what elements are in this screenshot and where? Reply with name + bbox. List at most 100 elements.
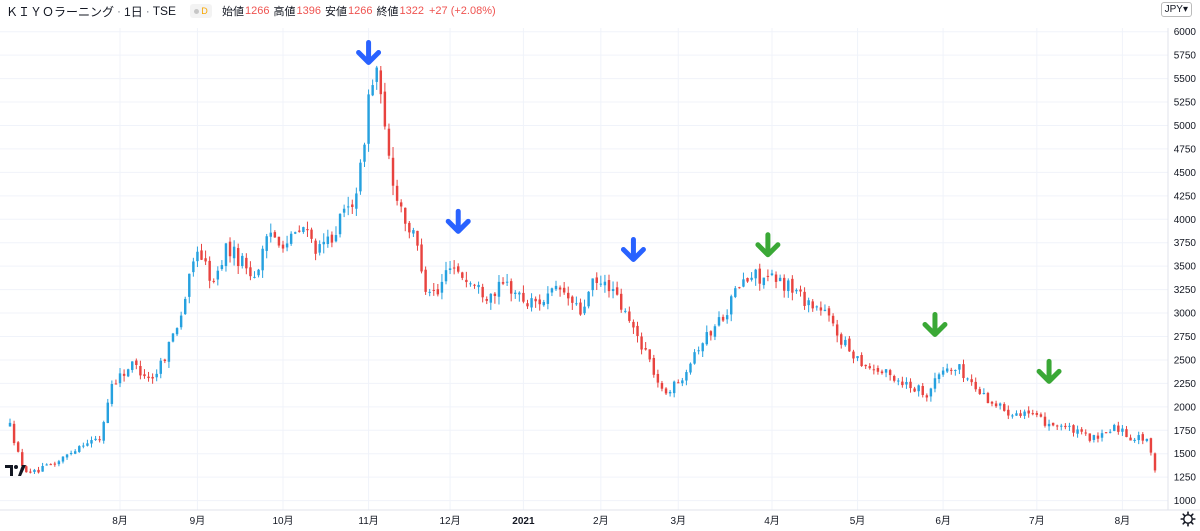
candle <box>167 341 171 368</box>
candle <box>1108 429 1112 434</box>
close-label: 終値 <box>376 6 399 18</box>
candle <box>721 314 725 322</box>
chevron-down-icon: ▾ <box>1182 4 1188 15</box>
candle <box>652 354 656 378</box>
candle <box>1133 437 1136 443</box>
candle <box>677 379 680 384</box>
low-value: 1266 <box>348 5 373 17</box>
candle <box>1072 424 1075 437</box>
candle <box>966 377 969 382</box>
candle <box>257 268 260 278</box>
candle <box>587 291 590 309</box>
candle <box>656 369 660 388</box>
candle <box>277 236 281 248</box>
candle <box>179 311 183 330</box>
candle <box>1141 432 1144 445</box>
candle <box>420 238 423 274</box>
candle <box>546 286 550 310</box>
candle <box>1043 412 1047 428</box>
price-tick-label: 2250 <box>1174 379 1197 390</box>
candle <box>567 286 570 306</box>
green-arrow-down-icon <box>755 232 781 258</box>
candle <box>933 372 937 393</box>
candle <box>860 352 863 367</box>
candle <box>359 159 362 195</box>
candle <box>994 400 998 408</box>
candle <box>1096 432 1100 443</box>
candle <box>171 332 175 343</box>
candle <box>974 377 977 392</box>
candle <box>1121 425 1124 436</box>
candle <box>326 229 330 248</box>
candle <box>954 369 957 376</box>
price-axis[interactable]: 1000 1250 1500 1750 2000 2250 2500 2750 3000 3250… <box>1174 27 1197 507</box>
price-tick-label: 5500 <box>1174 74 1197 85</box>
candle <box>241 253 244 269</box>
candle <box>371 79 374 97</box>
candle <box>624 308 627 314</box>
candle <box>970 374 973 386</box>
candle <box>685 369 688 386</box>
interval-label[interactable]: 1日 <box>124 4 143 19</box>
candles <box>8 65 1157 474</box>
candle <box>734 285 737 299</box>
candle <box>485 296 488 305</box>
candle <box>1125 426 1128 438</box>
candle <box>660 380 664 392</box>
candle <box>314 238 317 261</box>
candle <box>811 299 814 312</box>
candle <box>990 400 994 407</box>
candle <box>709 330 713 341</box>
candle <box>664 387 668 396</box>
candle <box>469 281 472 287</box>
blue-arrow-down-icon <box>620 236 646 262</box>
price-tick-label: 2750 <box>1174 332 1197 343</box>
candle <box>901 376 904 388</box>
candle <box>281 240 285 253</box>
candle <box>501 277 505 286</box>
tradingview-logo-icon[interactable] <box>5 463 27 477</box>
candle <box>1031 409 1034 416</box>
candle <box>844 336 847 347</box>
candle <box>1100 429 1104 442</box>
candle <box>73 449 77 455</box>
candle <box>1149 437 1153 456</box>
candle <box>668 389 672 397</box>
candle <box>1051 422 1055 427</box>
candle <box>937 372 941 384</box>
price-tick-label: 1500 <box>1174 449 1197 460</box>
candle <box>183 296 187 315</box>
candle <box>982 388 986 395</box>
candle <box>383 82 387 130</box>
price-tick-label: 2500 <box>1174 355 1197 366</box>
candle <box>220 260 224 271</box>
candle <box>840 332 843 349</box>
candle <box>118 368 122 388</box>
candle <box>294 231 297 235</box>
gear-icon[interactable] <box>1180 511 1196 527</box>
candle <box>98 435 101 443</box>
candle <box>758 263 761 291</box>
currency-button[interactable]: JPY▾ <box>1160 2 1192 17</box>
price-tick-label: 4000 <box>1174 215 1197 226</box>
candle <box>448 260 452 275</box>
candle <box>782 274 786 298</box>
candle <box>595 272 598 291</box>
candle <box>440 274 444 300</box>
candle <box>509 278 513 302</box>
candle <box>579 298 582 316</box>
time-axis[interactable]: 8月 9月 10月 11月 12月 2021 2月 3月 4月 5月 6月 7月 8月 <box>112 515 1130 527</box>
candle <box>848 335 851 352</box>
price-tick-label: 3000 <box>1174 309 1197 320</box>
price-tick-label: 2000 <box>1174 402 1197 413</box>
open-label: 始値 <box>222 6 245 18</box>
candle <box>534 296 537 308</box>
candle <box>1153 452 1157 473</box>
candle <box>1035 410 1039 418</box>
open-value: 1266 <box>245 5 270 17</box>
candle <box>428 288 431 297</box>
candle <box>917 384 920 397</box>
symbol-name[interactable]: ＫＩＹＯラーニング <box>6 4 115 19</box>
candle <box>607 274 611 298</box>
